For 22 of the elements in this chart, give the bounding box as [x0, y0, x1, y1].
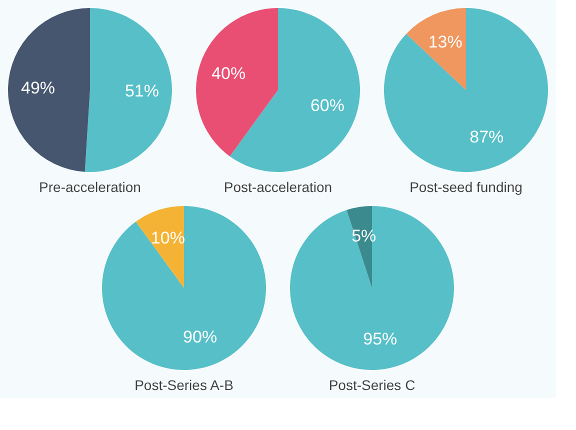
data-label: 40%	[212, 64, 246, 83]
data-label: 90%	[183, 327, 218, 346]
pie-slice	[196, 8, 278, 156]
pie-slice	[136, 206, 184, 288]
pie-slice	[102, 206, 266, 370]
data-label: 49%	[21, 78, 56, 98]
data-label: 95%	[363, 329, 398, 348]
data-label: 51%	[124, 82, 159, 101]
pie-slice	[384, 8, 548, 172]
data-label: 13%	[428, 32, 462, 52]
text: Post-Series A-B	[134, 377, 234, 393]
data-label: 87%	[470, 128, 504, 147]
pie-slice	[8, 8, 90, 172]
text: Post-seed funding	[410, 179, 522, 195]
text: Post-Series C	[328, 377, 416, 393]
pie-slice	[84, 8, 172, 172]
pie-slice	[406, 8, 466, 90]
data-label: 60%	[310, 96, 344, 116]
data-label: 5%	[352, 226, 376, 246]
pie-slice	[290, 206, 454, 370]
text: Post-acceleration	[224, 179, 332, 195]
text: Pre-acceleration	[39, 179, 141, 195]
